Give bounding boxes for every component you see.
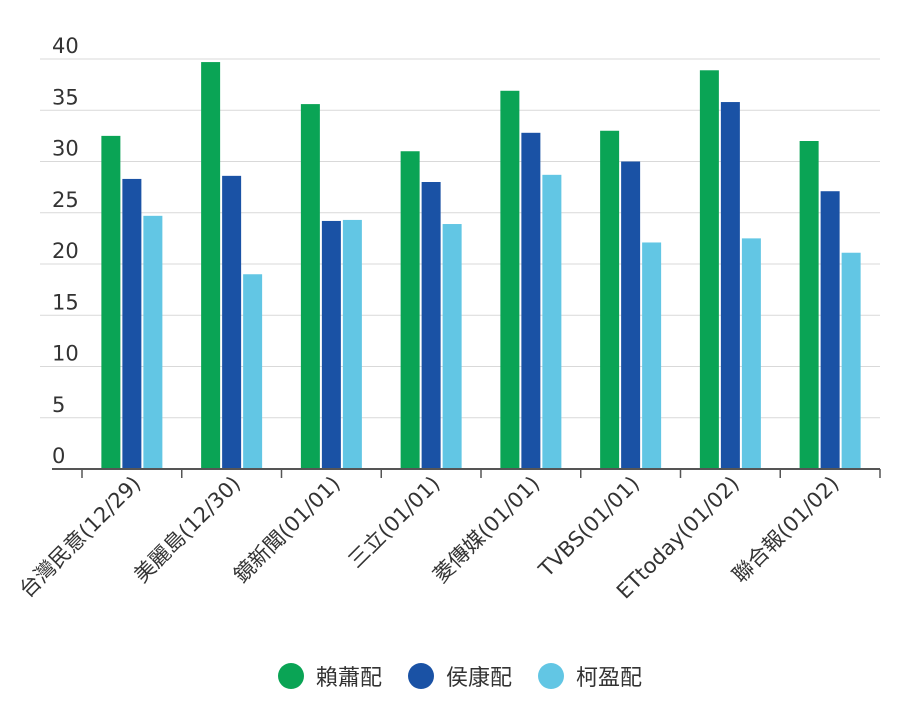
bar-series-2-cat-2 (342, 219, 362, 469)
legend: 賴蕭配 侯康配 柯盈配 (0, 660, 920, 692)
legend-label: 侯康配 (445, 666, 512, 691)
y-tick-label: 35 (52, 85, 79, 109)
y-axis-ticks: 0 5 10 15 20 25 30 35 40 (52, 34, 79, 468)
y-tick-label: 0 (52, 444, 65, 468)
legend-swatch (407, 663, 434, 689)
bar-series-0-cat-5 (600, 130, 620, 469)
y-tick-label: 5 (52, 393, 65, 417)
bar-series-0-cat-7 (799, 141, 819, 469)
legend-swatch (538, 663, 564, 689)
bar-series-2-cat-1 (243, 274, 263, 469)
bar-series-1-cat-6 (720, 102, 740, 470)
bar-series-1-cat-1 (222, 175, 242, 469)
y-tick-label: 40 (52, 34, 79, 58)
legend-swatch (277, 663, 304, 689)
x-axis-categories: 台灣民意(12/29)美麗島(12/30)鏡新聞(01/01)三立(01/01)… (15, 472, 844, 604)
legend-item-series-0: 賴蕭配 (277, 660, 382, 692)
bar-series-1-cat-0 (122, 178, 142, 470)
bar-series-2-cat-0 (143, 215, 163, 469)
bar-series-2-cat-3 (442, 224, 462, 469)
bar-series-0-cat-4 (500, 90, 520, 470)
bar-series-2-cat-6 (741, 238, 761, 469)
bar-series-1-cat-3 (421, 182, 441, 469)
bar-series-0-cat-6 (699, 70, 719, 470)
x-category-label: TVBS(01/01) (534, 472, 645, 583)
bars (101, 62, 861, 470)
bar-series-0-cat-0 (101, 135, 121, 469)
y-tick-label: 10 (52, 342, 79, 366)
bar-series-0-cat-2 (300, 104, 320, 469)
y-tick-label: 20 (52, 239, 79, 263)
bar-chart: 0 5 10 15 20 25 30 35 40 台灣民意(12/29)美麗島(12/30)鏡新… (15, 34, 881, 604)
legend-item-series-2: 柯盈配 (538, 660, 642, 692)
x-category-label: 三立(01/01) (344, 472, 445, 573)
x-category-label: 台灣民意(12/29) (15, 472, 146, 603)
bar-series-1-cat-5 (621, 161, 641, 469)
bar-series-2-cat-5 (642, 242, 662, 469)
bar-series-2-cat-4 (542, 174, 562, 469)
bar-series-1-cat-4 (521, 132, 541, 470)
y-tick-label: 30 (52, 137, 79, 161)
bar-series-2-cat-7 (841, 252, 861, 469)
bar-series-1-cat-2 (321, 220, 341, 469)
x-category-label: 聯合報(01/02) (728, 472, 844, 588)
x-category-label: 美麗島(12/30) (129, 472, 245, 588)
x-category-label: 鏡新聞(01/01) (229, 472, 345, 588)
legend-label: 賴蕭配 (315, 666, 382, 691)
bar-series-0-cat-1 (201, 62, 221, 469)
legend-label: 柯盈配 (576, 666, 643, 691)
y-tick-label: 15 (52, 290, 79, 314)
bar-series-1-cat-7 (820, 191, 840, 469)
x-axis (52, 468, 881, 478)
legend-item-series-1: 侯康配 (407, 660, 512, 692)
y-tick-label: 25 (52, 188, 79, 212)
bar-series-0-cat-3 (400, 151, 420, 469)
x-category-label: 菱傳媒(01/01) (429, 472, 545, 588)
